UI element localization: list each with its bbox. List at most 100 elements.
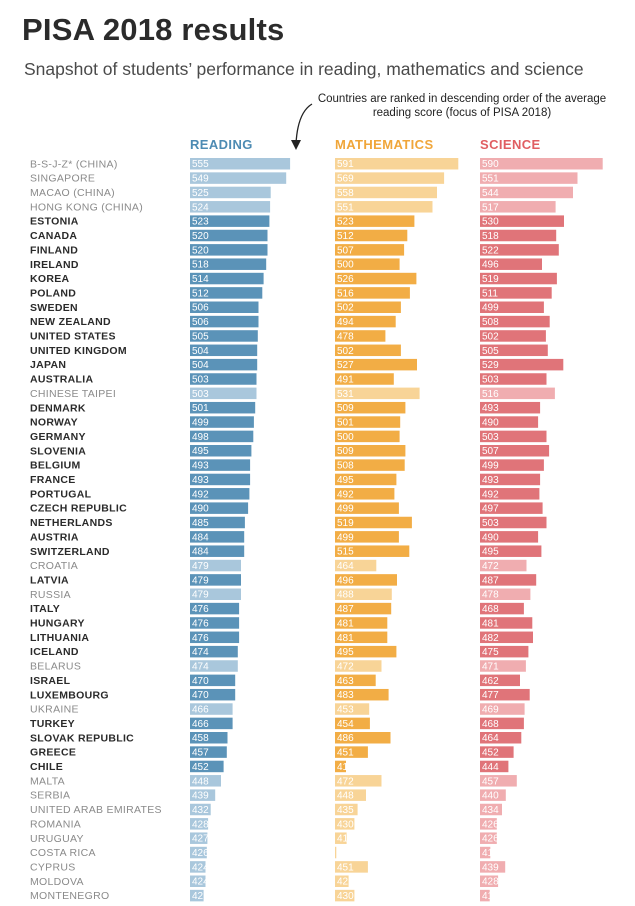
math-bar bbox=[335, 588, 392, 600]
reading-value-label: 476 bbox=[192, 604, 209, 615]
reading-bar bbox=[190, 445, 252, 457]
reading-value-label: 520 bbox=[192, 245, 209, 256]
science-value-label: 481 bbox=[482, 618, 499, 629]
math-bar bbox=[335, 545, 410, 557]
reading-bar bbox=[190, 488, 250, 500]
country-label: SWEDEN bbox=[30, 302, 78, 314]
math-bar bbox=[335, 818, 355, 830]
math-bar bbox=[335, 861, 368, 873]
science-value-label: 503 bbox=[482, 432, 499, 443]
country-label: ROMANIA bbox=[30, 818, 81, 830]
math-bar bbox=[335, 746, 368, 758]
science-bar bbox=[480, 287, 552, 299]
mathematics-column-header: MATHEMATICS bbox=[335, 137, 434, 152]
country-label: UNITED ARAB EMIRATES bbox=[30, 804, 162, 816]
science-value-label: 502 bbox=[482, 331, 499, 342]
reading-value-label: 474 bbox=[192, 661, 209, 672]
science-bar bbox=[480, 832, 497, 844]
reading-value-label: 499 bbox=[192, 418, 209, 429]
science-value-label: 522 bbox=[482, 245, 499, 256]
country-label: PORTUGAL bbox=[30, 488, 92, 500]
science-value-label: 426 bbox=[482, 834, 499, 845]
science-value-label: 499 bbox=[482, 303, 499, 314]
science-bar bbox=[480, 186, 573, 199]
science-bar bbox=[480, 172, 578, 184]
science-bar bbox=[480, 875, 499, 887]
country-label: UNITED KINGDOM bbox=[30, 345, 127, 357]
reading-bar bbox=[190, 201, 271, 213]
country-label: FRANCE bbox=[30, 474, 76, 486]
country-label: SINGAPORE bbox=[30, 173, 95, 185]
science-value-label: 416 bbox=[482, 848, 499, 859]
science-value-label: 439 bbox=[482, 862, 499, 873]
reading-bar bbox=[190, 502, 249, 514]
math-value-label: 430 bbox=[337, 891, 354, 902]
math-bar bbox=[335, 387, 420, 400]
reading-value-label: 466 bbox=[192, 705, 209, 716]
reading-value-label: 476 bbox=[192, 633, 209, 644]
reading-value-label: 505 bbox=[192, 331, 209, 342]
math-value-label: 495 bbox=[337, 647, 354, 658]
science-bar bbox=[480, 588, 531, 600]
science-bar bbox=[480, 430, 547, 443]
math-bar bbox=[335, 473, 397, 486]
reading-value-label: 503 bbox=[192, 374, 209, 385]
reading-bar bbox=[190, 387, 257, 400]
note-arrow-icon bbox=[291, 103, 313, 150]
science-value-label: 428 bbox=[482, 877, 499, 888]
math-bar bbox=[335, 287, 410, 299]
reading-bar bbox=[190, 775, 221, 787]
math-value-label: 501 bbox=[337, 418, 354, 429]
math-bar bbox=[335, 401, 406, 414]
science-value-label: 519 bbox=[482, 274, 499, 285]
reading-bar bbox=[190, 602, 240, 615]
science-value-label: 505 bbox=[482, 346, 499, 357]
math-bar bbox=[335, 775, 382, 787]
math-value-label: 523 bbox=[337, 217, 354, 228]
math-value-label: 508 bbox=[337, 461, 354, 472]
reading-bar bbox=[190, 459, 251, 471]
reading-value-label: 427 bbox=[192, 834, 209, 845]
reading-value-label: 470 bbox=[192, 676, 209, 687]
science-bar bbox=[480, 258, 542, 270]
country-label: POLAND bbox=[30, 287, 76, 299]
country-label: MOLDOVA bbox=[30, 876, 84, 888]
reading-value-label: 512 bbox=[192, 288, 209, 299]
reading-value-label: 493 bbox=[192, 475, 209, 486]
math-bar bbox=[335, 574, 397, 586]
reading-bar bbox=[190, 172, 287, 184]
country-label: CHILE bbox=[30, 761, 63, 773]
math-bar bbox=[335, 244, 405, 256]
reading-value-label: 504 bbox=[192, 346, 209, 357]
science-bar bbox=[480, 688, 530, 701]
country-label: SERBIA bbox=[30, 790, 70, 802]
math-value-label: 500 bbox=[337, 260, 354, 271]
science-bar bbox=[480, 760, 509, 773]
reading-bar bbox=[190, 789, 216, 801]
country-label: MACAO (CHINA) bbox=[30, 187, 115, 199]
math-value-label: 481 bbox=[337, 633, 354, 644]
science-bar bbox=[480, 488, 540, 500]
science-value-label: 492 bbox=[482, 489, 499, 500]
math-value-label: 495 bbox=[337, 475, 354, 486]
reading-bar bbox=[190, 315, 259, 328]
math-bar bbox=[335, 645, 397, 658]
math-value-label: 478 bbox=[337, 331, 354, 342]
science-bar bbox=[480, 244, 559, 256]
science-bar bbox=[480, 158, 603, 170]
reading-value-label: 525 bbox=[192, 188, 209, 199]
country-label: CHINESE TAIPEI bbox=[30, 388, 116, 400]
science-value-label: 496 bbox=[482, 260, 499, 271]
reading-bar bbox=[190, 473, 251, 486]
math-value-label: 500 bbox=[337, 432, 354, 443]
reading-value-label: 452 bbox=[192, 762, 209, 773]
reading-value-label: 458 bbox=[192, 733, 209, 744]
science-value-label: 464 bbox=[482, 733, 499, 744]
science-value-label: 507 bbox=[482, 446, 499, 457]
country-label: KOREA bbox=[30, 273, 70, 285]
country-label: NORWAY bbox=[30, 417, 78, 429]
science-bar bbox=[480, 229, 557, 242]
reading-bar bbox=[190, 272, 264, 285]
science-bar bbox=[480, 215, 564, 227]
country-label: GREECE bbox=[30, 747, 76, 759]
